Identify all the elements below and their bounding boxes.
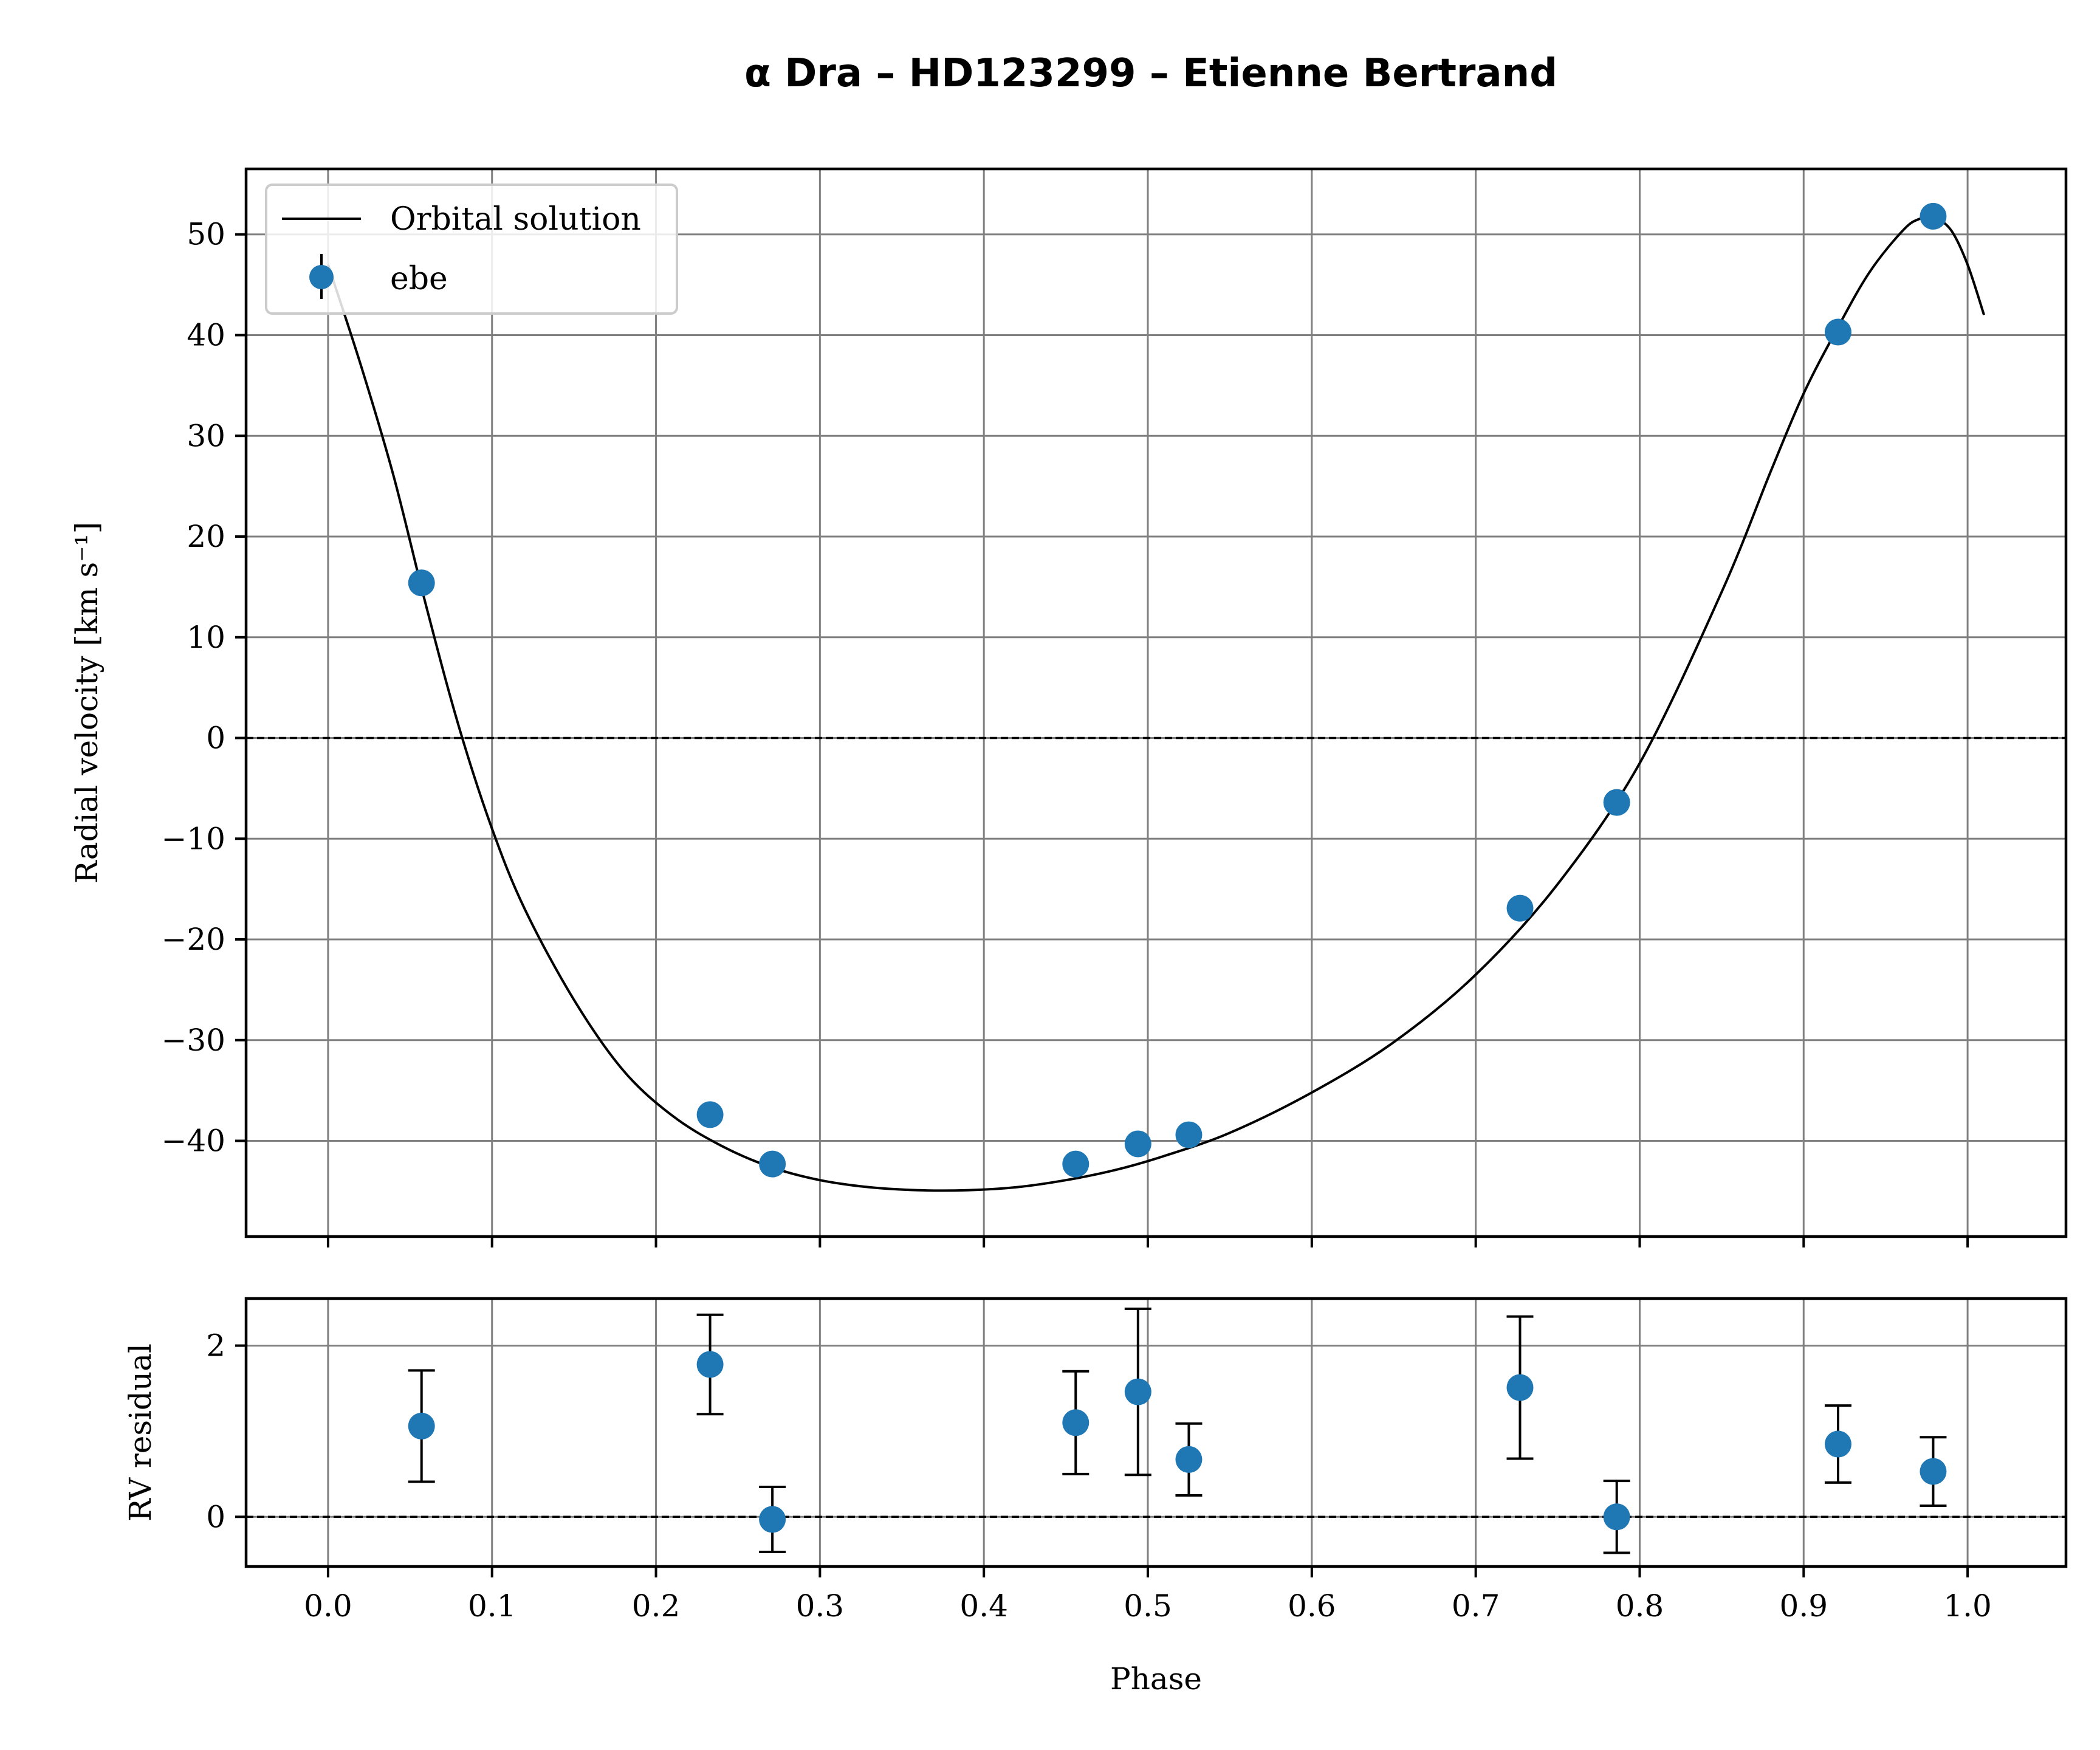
- phase-tick-label-5: 0.5: [1124, 1588, 1172, 1624]
- rv-point-7: [1603, 789, 1630, 816]
- rv-points: [408, 202, 1947, 1178]
- residual-point-1: [696, 1351, 724, 1378]
- rv-ytick-label-5: 10: [187, 620, 225, 655]
- rv-point-0: [408, 569, 435, 597]
- phase-tick-label-3: 0.3: [796, 1588, 845, 1624]
- phase-tick-label-7: 0.7: [1452, 1588, 1500, 1624]
- rv-ytick-label-4: 0: [206, 721, 225, 756]
- rv-point-3: [1062, 1150, 1089, 1178]
- rv-panel: −40 −30 −20 −10 0 10 20 30 40 50 Radial velocity …: [69, 167, 2068, 1247]
- rv-axes-frame: [244, 167, 2068, 1238]
- residual-point-3: [1062, 1409, 1089, 1436]
- rv-ytick-label-9: 50: [187, 217, 225, 252]
- legend: Orbital solution ebe: [265, 184, 678, 315]
- residual-point-4: [1124, 1378, 1151, 1405]
- phase-tick-label-10: 1.0: [1943, 1588, 1992, 1624]
- rv-point-4: [1124, 1130, 1151, 1158]
- legend-box: [265, 184, 678, 315]
- rv-point-1: [696, 1101, 724, 1128]
- legend-marker-swatch: [309, 265, 334, 289]
- rv-ticks: −40 −30 −20 −10 0 10 20 30 40 50: [161, 217, 1969, 1247]
- residual-point-6: [1506, 1374, 1534, 1401]
- phase-tick-label-6: 0.6: [1288, 1588, 1336, 1624]
- rv-point-5: [1175, 1121, 1203, 1148]
- residual-point-8: [1824, 1430, 1851, 1458]
- rv-ytick-label-1: −30: [161, 1023, 225, 1058]
- residual-point-7: [1603, 1503, 1630, 1531]
- phase-tick-label-4: 0.4: [959, 1588, 1008, 1624]
- residual-ytick-label-0: 0: [206, 1499, 225, 1534]
- phase-xlabel: Phase: [1110, 1661, 1202, 1697]
- phase-tick-label-9: 0.9: [1780, 1588, 1828, 1624]
- rv-point-8: [1824, 318, 1851, 346]
- rv-ytick-label-7: 30: [187, 418, 225, 453]
- legend-entry-ebe: ebe: [390, 261, 448, 297]
- rv-point-6: [1506, 894, 1534, 922]
- phase-tick-label-2: 0.2: [632, 1588, 681, 1624]
- phase-tick-label-0: 0.0: [304, 1588, 352, 1624]
- phase-tick-label-1: 0.1: [468, 1588, 516, 1624]
- rv-point-9: [1920, 202, 1947, 230]
- rv-ytick-label-2: −20: [161, 922, 225, 957]
- residual-grid: [246, 1299, 2066, 1566]
- rv-ytick-label-0: −40: [161, 1124, 225, 1159]
- residual-point-9: [1920, 1458, 1947, 1485]
- phase-tick-label-8: 0.8: [1616, 1588, 1664, 1624]
- residual-point-5: [1175, 1446, 1203, 1473]
- residual-ytick-label-1: 2: [206, 1328, 225, 1363]
- rv-grid: [246, 169, 2066, 1237]
- rv-ytick-label-6: 20: [187, 519, 225, 554]
- residual-ticks: 0.0 0.1 0.2 0.3 0.4 0.5 0.6 0.7 0.8 0.9 1.0 0 2: [206, 1328, 1992, 1624]
- residual-point-2: [759, 1506, 786, 1533]
- residual-points: [408, 1307, 1947, 1554]
- rv-ytick-label-8: 40: [187, 317, 225, 352]
- residual-point-0: [408, 1412, 435, 1439]
- residual-ylabel: RV residual: [123, 1343, 158, 1522]
- legend-entry-orbital: Orbital solution: [390, 201, 641, 238]
- rv-point-2: [759, 1150, 786, 1178]
- rv-ytick-label-3: −10: [161, 821, 225, 856]
- residual-panel: 0.0 0.1 0.2 0.3 0.4 0.5 0.6 0.7 0.8 0.9 1.0 0 2 RV r…: [123, 1297, 2068, 1697]
- chart-title: α Dra – HD123299 – Etienne Bertrand: [744, 51, 1557, 96]
- orbital-solution-curve: [326, 216, 1986, 1192]
- residual-axes-frame: [244, 1297, 2068, 1568]
- rv-ylabel: Radial velocity [km s⁻¹]: [69, 522, 105, 884]
